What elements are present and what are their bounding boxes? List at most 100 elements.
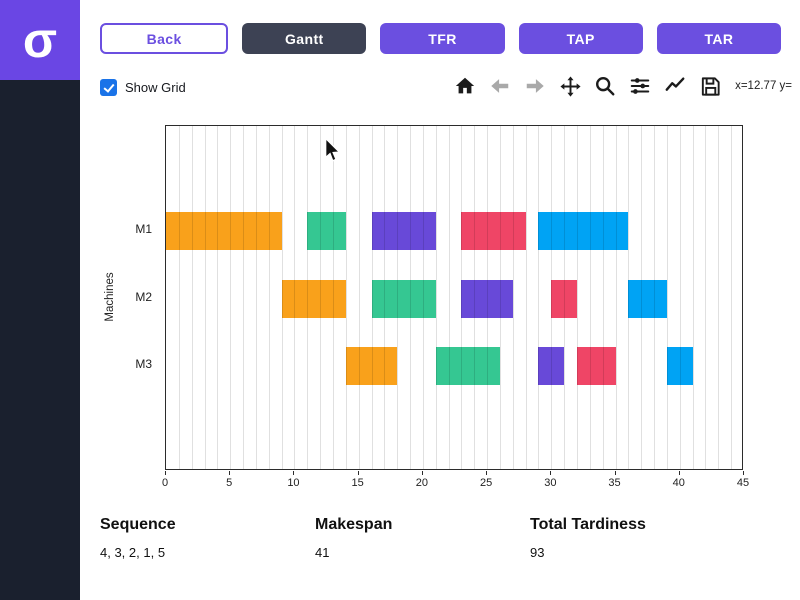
gridline — [243, 126, 245, 469]
xtick-mark — [229, 471, 231, 475]
gridline — [204, 126, 206, 469]
gridline — [602, 126, 604, 469]
gridline — [525, 126, 527, 469]
ytick-m2: M2 — [135, 289, 152, 304]
stat-label: Makespan — [315, 516, 393, 533]
gantt-bar-m3 — [538, 347, 565, 386]
stat-label: Total Tardiness — [530, 516, 646, 533]
xtick-label: 40 — [672, 477, 685, 489]
stat-value: 93 — [530, 545, 545, 560]
gantt-chart: Machines M1 M2 M3 0 5 10 15 20 25 30 35 40 45 — [80, 110, 790, 510]
gridline — [397, 126, 399, 469]
gridline — [512, 126, 514, 469]
back-button[interactable]: Back — [100, 23, 229, 54]
xtick-mark — [165, 471, 166, 475]
gridline — [641, 126, 643, 469]
gridline — [461, 126, 463, 469]
gridline — [551, 126, 553, 469]
gridline — [230, 126, 232, 469]
configure-subplots-icon[interactable] — [628, 74, 652, 98]
gridline — [628, 126, 630, 469]
gridline — [332, 126, 334, 469]
checkbox-checked-icon[interactable] — [100, 79, 117, 96]
gantt-bar-m2 — [551, 279, 578, 318]
forward-arrow-icon[interactable] — [523, 74, 547, 98]
stat-value: 4, 3, 2, 1, 5 — [100, 545, 166, 560]
stat-makespan: Makespan 41 — [315, 516, 530, 560]
gantt-bar-m3 — [577, 347, 616, 386]
gridline — [589, 126, 591, 469]
gridline — [281, 126, 283, 469]
stat-sequence: Sequence 4, 3, 2, 1, 5 — [100, 516, 315, 560]
xtick-label: 25 — [479, 477, 493, 489]
gridline — [358, 126, 360, 469]
gridline — [654, 126, 656, 469]
gantt-bar-m3 — [666, 347, 693, 386]
plot-area[interactable] — [165, 125, 743, 470]
top-navigation: Back Gantt TFR TAP TAR — [100, 23, 782, 54]
xtick-mark — [614, 471, 616, 475]
back-arrow-icon[interactable] — [488, 74, 512, 98]
ytick-m3: M3 — [135, 357, 152, 372]
save-icon[interactable] — [698, 74, 722, 98]
pan-icon[interactable] — [558, 74, 582, 98]
gantt-bar-m3 — [435, 347, 500, 386]
gridline — [255, 126, 257, 469]
gridline — [435, 126, 437, 469]
tab-tar[interactable]: TAR — [656, 23, 782, 54]
line-chart-icon[interactable] — [663, 74, 687, 98]
xtick-mark — [486, 471, 488, 475]
show-grid-toggle[interactable]: Show Grid — [100, 79, 186, 96]
gridline — [422, 126, 424, 469]
gridline — [705, 126, 707, 469]
gridline — [178, 126, 180, 469]
xtick-mark — [293, 471, 295, 475]
xtick-mark — [421, 471, 423, 475]
gridline — [384, 126, 386, 469]
xtick-mark — [743, 471, 744, 475]
gridline — [731, 126, 733, 469]
gridline — [474, 126, 476, 469]
gantt-bar-m2 — [628, 279, 667, 318]
gantt-bar-m1 — [307, 211, 346, 250]
tab-tfr[interactable]: TFR — [380, 23, 505, 54]
gridline — [410, 126, 412, 469]
gridline — [487, 126, 489, 469]
gridline — [191, 126, 193, 469]
gridline — [692, 126, 694, 469]
mouse-cursor — [324, 136, 341, 168]
gantt-bar-m1 — [371, 211, 436, 250]
gantt-bar-m1 — [461, 211, 526, 250]
tab-tap[interactable]: TAP — [518, 23, 643, 54]
xtick-label: 5 — [226, 477, 233, 489]
gridline — [538, 126, 540, 469]
zoom-icon[interactable] — [593, 74, 617, 98]
xtick-label: 0 — [161, 477, 169, 489]
gantt-bar-m2 — [461, 279, 513, 318]
sigma-logo-icon: σ — [22, 12, 58, 68]
gridline — [718, 126, 720, 469]
xtick-label: 35 — [608, 477, 621, 489]
stat-value: 41 — [315, 545, 330, 560]
gridline — [448, 126, 450, 469]
xtick-label: 10 — [287, 477, 300, 489]
stat-total-tardiness: Total Tardiness 93 — [530, 516, 745, 560]
gridline — [564, 126, 566, 469]
app-logo: σ — [0, 0, 80, 80]
gantt-bar-m3 — [345, 347, 398, 386]
gridline — [217, 126, 219, 469]
gantt-bar-m2 — [281, 279, 346, 318]
xtick-mark — [357, 471, 359, 475]
home-icon[interactable] — [453, 74, 477, 98]
gridline — [345, 126, 347, 469]
gridline — [577, 126, 579, 469]
sidebar — [0, 0, 80, 600]
tab-gantt[interactable]: Gantt — [242, 23, 367, 54]
gridline — [371, 126, 373, 469]
gridline — [307, 126, 309, 469]
xtick-mark — [678, 471, 680, 475]
show-grid-label: Show Grid — [125, 80, 186, 95]
plot-toolbar: x=12.77 y= — [453, 74, 792, 98]
gridline — [615, 126, 617, 469]
stat-label: Sequence — [100, 516, 176, 533]
